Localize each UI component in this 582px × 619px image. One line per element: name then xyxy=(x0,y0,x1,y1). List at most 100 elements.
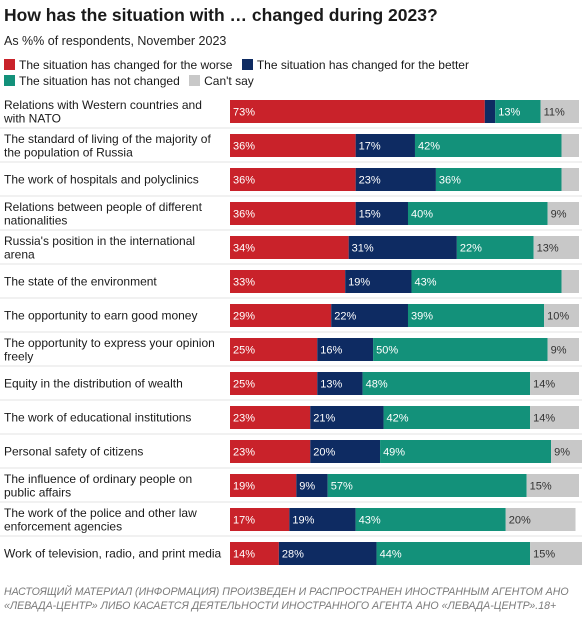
bar-segment xyxy=(345,270,412,293)
category-label: Russia's position in the international ar… xyxy=(4,234,195,262)
legend-swatch-not-changed xyxy=(4,75,15,86)
data-label: 9% xyxy=(554,447,570,459)
legend-swatch-cant-say xyxy=(189,75,201,86)
data-label: 36% xyxy=(233,175,255,187)
data-label: 19% xyxy=(233,481,255,493)
category-label: The work of the police and other law enfo… xyxy=(4,506,197,534)
bar-segment xyxy=(411,270,562,293)
data-label: 9% xyxy=(299,481,315,493)
data-label: 36% xyxy=(439,175,461,187)
category-label: Work of television, radio, and print med… xyxy=(4,547,222,561)
data-label: 23% xyxy=(233,447,255,459)
bar-segment xyxy=(530,542,582,565)
data-label: 44% xyxy=(380,549,402,561)
bar-segment xyxy=(526,474,579,497)
bar-segment xyxy=(230,474,297,497)
legend-label-worse: The situation has changed for the worse xyxy=(19,58,233,72)
bar-segment xyxy=(435,168,562,191)
bar-segment xyxy=(561,168,579,191)
foreign-agent-disclaimer: НАСТОЯЩИЙ МАТЕРИАЛ (ИНФОРМАЦИЯ) ПРОИЗВЕД… xyxy=(4,586,569,612)
data-label: 13% xyxy=(320,379,342,391)
category-label: The work of educational institutions xyxy=(4,411,191,425)
bar-segment xyxy=(331,304,408,327)
data-label: 19% xyxy=(348,277,370,289)
bar-segment xyxy=(230,440,311,463)
data-label: 14% xyxy=(533,379,555,391)
category-label: The work of hospitals and polyclinics xyxy=(4,173,199,187)
bar-segment xyxy=(230,304,332,327)
bar-segment xyxy=(505,508,576,531)
bar-segment xyxy=(544,304,579,327)
bar-segment xyxy=(484,100,496,123)
bar-segment xyxy=(540,100,579,123)
bar-segment xyxy=(561,134,579,157)
bar-segment xyxy=(373,338,548,361)
data-label: 40% xyxy=(411,209,433,221)
bar-segment xyxy=(414,134,562,157)
data-label: 36% xyxy=(233,209,255,221)
data-label: 15% xyxy=(533,549,555,561)
legend-item-worse: The situation has changed for the worse xyxy=(4,57,232,73)
category-label: The opportunity to earn good money xyxy=(4,309,197,323)
legend-swatch-worse xyxy=(4,59,15,70)
bar-segment xyxy=(310,406,384,429)
data-label: 49% xyxy=(383,447,405,459)
bar-segment xyxy=(530,372,579,395)
bar-segment xyxy=(230,168,356,191)
data-label: 11% xyxy=(544,107,565,119)
bar-segment xyxy=(317,372,363,395)
data-label: 14% xyxy=(533,413,555,425)
legend-label-cant-say: Can't say xyxy=(204,74,254,88)
bar-segment xyxy=(380,440,552,463)
data-label: 31% xyxy=(352,243,374,255)
bar-segment xyxy=(310,440,381,463)
data-label: 15% xyxy=(530,481,552,493)
bar-segment xyxy=(407,304,545,327)
bar-segment xyxy=(230,406,311,429)
data-label: 42% xyxy=(387,413,409,425)
data-label: 14% xyxy=(233,549,255,561)
legend-item-not-changed: The situation has not changed xyxy=(4,73,180,89)
bar-segment xyxy=(355,134,415,157)
data-label: 22% xyxy=(334,311,356,323)
bar-segment xyxy=(230,270,346,293)
legend-item-better: The situation has changed for the better xyxy=(241,57,469,73)
data-label: 20% xyxy=(509,515,531,527)
data-label: 36% xyxy=(233,141,255,153)
data-label: 33% xyxy=(233,277,255,289)
data-label: 17% xyxy=(359,141,381,153)
category-label: The state of the environment xyxy=(4,275,157,289)
legend-swatch-better xyxy=(241,59,253,70)
data-label: 9% xyxy=(551,209,567,221)
bar-segment xyxy=(495,100,541,123)
bar-segment xyxy=(230,508,290,531)
category-label: The influence of ordinary people on publi… xyxy=(4,472,192,500)
stacked-bar-chart: Work of television, radio, and print med… xyxy=(0,98,582,565)
bar-segment xyxy=(456,236,534,259)
category-label: The opportunity to express your opinion f… xyxy=(4,336,215,364)
data-label: 20% xyxy=(313,447,335,459)
data-label: 15% xyxy=(359,209,381,221)
category-label: Relations with Western countries and with… xyxy=(3,98,202,126)
chart-legend: The situation has changed for the worse … xyxy=(4,57,580,89)
data-label: 21% xyxy=(313,413,335,425)
bar-segment xyxy=(376,542,531,565)
category-label: Personal safety of citizens xyxy=(4,445,143,459)
bar-segment xyxy=(230,202,356,225)
legend-label-better: The situation has changed for the better xyxy=(256,58,469,72)
data-label: 34% xyxy=(233,243,255,255)
bar-segment xyxy=(230,542,279,565)
bar-segment xyxy=(547,202,579,225)
category-label: The standard of living of the majority o… xyxy=(4,132,211,160)
data-label: 28% xyxy=(282,549,304,561)
bar-segment xyxy=(383,406,531,429)
data-label: 25% xyxy=(233,379,255,391)
bar-segment xyxy=(230,338,318,361)
bar-segment xyxy=(533,236,579,259)
bar-segment xyxy=(530,406,579,429)
bar-segment xyxy=(355,202,408,225)
data-label: 43% xyxy=(414,277,436,289)
data-label: 16% xyxy=(320,345,342,357)
data-label: 50% xyxy=(376,345,398,357)
data-label: 19% xyxy=(292,515,314,527)
